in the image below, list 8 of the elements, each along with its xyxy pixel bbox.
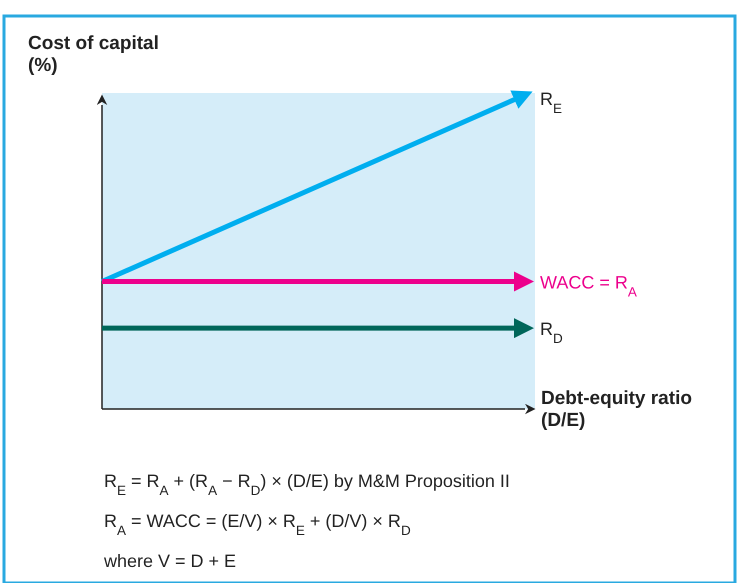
text: R$_{E}$ = R$_{A}$ + (R$_{A}$ − R$_{D}$) × (D/E) by M&M Proposition II <box>104 471 510 498</box>
series-label: R$_{D}$ <box>540 319 563 346</box>
series-label: WACC = R$_{A}$ <box>540 272 637 299</box>
text: where V = D + E <box>103 551 236 571</box>
y-axis-title: Cost of capital (%) <box>28 33 159 76</box>
text: R$_{A}$ = WACC = (E/V) × R$_{E}$ + (D/V) × R$_{D}$ <box>104 511 411 538</box>
series-label: R$_{E}$ <box>540 89 562 116</box>
x-axis-title: Debt-equity ratio (D/E) <box>541 388 692 431</box>
